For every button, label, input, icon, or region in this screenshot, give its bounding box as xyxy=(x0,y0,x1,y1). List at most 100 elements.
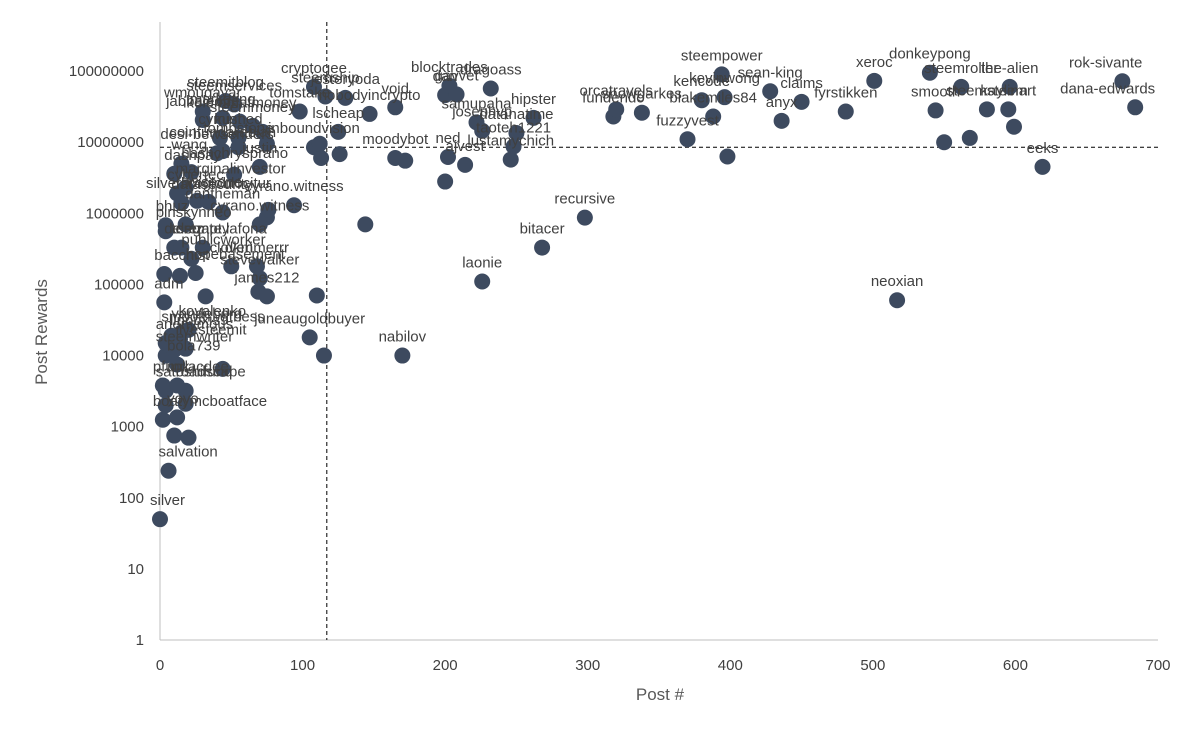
data-point xyxy=(437,173,454,190)
point-label: rok-sivante xyxy=(1069,54,1142,71)
point-label: claims xyxy=(780,75,823,92)
point-label: cryptogee xyxy=(281,60,347,77)
point-label: pfunk xyxy=(153,358,190,375)
data-point xyxy=(308,287,325,304)
y-tick-label: 100 xyxy=(119,490,144,507)
point-label: smooth xyxy=(911,83,960,100)
point-label: vandeberg xyxy=(171,306,242,323)
point-label: datanatime xyxy=(479,106,553,123)
data-point xyxy=(1006,118,1023,135)
data-points xyxy=(152,64,1144,528)
data-point xyxy=(200,193,217,210)
point-label: bacchist xyxy=(154,247,210,264)
point-label: blocktrades xyxy=(411,59,488,76)
data-point xyxy=(180,429,197,446)
data-point xyxy=(214,143,231,160)
point-label: linouxis9 xyxy=(170,312,228,329)
point-label: coinfundarabian xyxy=(169,124,276,141)
reference-lines xyxy=(160,22,1158,640)
data-point xyxy=(169,409,186,426)
point-label: marketing xyxy=(190,91,256,108)
data-point xyxy=(1001,78,1018,95)
data-point xyxy=(166,427,183,444)
point-label: snowgarkes xyxy=(602,86,682,103)
data-point xyxy=(705,108,722,125)
x-tick-label: 500 xyxy=(860,657,885,674)
data-point xyxy=(177,179,194,196)
data-point xyxy=(154,411,171,428)
point-label: anyx xyxy=(766,94,798,111)
point-label: donkeypong xyxy=(889,46,971,63)
point-label: dana-edwards xyxy=(1060,80,1155,97)
data-point xyxy=(1127,99,1144,116)
y-axis-title: Post Rewards xyxy=(32,279,51,385)
data-point xyxy=(357,216,374,233)
y-tick-label: 10 xyxy=(127,561,144,578)
data-point xyxy=(716,89,733,106)
point-label: crempty xyxy=(176,221,230,238)
data-point xyxy=(177,395,194,412)
data-point xyxy=(387,99,404,116)
x-tick-label: 0 xyxy=(156,657,164,674)
point-label: steemroller xyxy=(924,60,998,77)
point-label: inboundvision xyxy=(268,120,360,137)
data-point xyxy=(315,347,332,364)
point-label: nobodyincrypto xyxy=(319,87,421,104)
point-label: bhuz xyxy=(156,198,189,215)
data-point xyxy=(474,122,491,139)
point-label: wmougayar xyxy=(163,85,242,102)
data-point xyxy=(157,217,174,234)
point-label: adm xyxy=(154,275,183,292)
point-label: wiseone xyxy=(186,174,242,191)
data-point xyxy=(226,166,243,183)
point-label: lustamychich xyxy=(467,133,554,150)
data-point xyxy=(927,102,944,119)
point-label: tombstone xyxy=(203,120,273,137)
y-tick-label: 100000 xyxy=(94,276,144,293)
data-point xyxy=(177,216,194,233)
point-label: silverbrogloblocitur xyxy=(146,175,271,192)
point-label: justin xyxy=(241,140,277,157)
point-label: kaylinart xyxy=(980,82,1037,99)
data-point xyxy=(258,288,275,305)
data-point xyxy=(286,197,303,214)
data-point xyxy=(337,89,354,106)
point-label: dkmmerrr xyxy=(225,239,289,256)
axes-layer: 0 100 200 300 400 500 600 700 1 10 100 1000 10000 100… xyxy=(69,22,1171,674)
data-point xyxy=(244,117,261,134)
data-point xyxy=(305,78,322,95)
point-label: silver xyxy=(150,492,185,509)
data-point xyxy=(156,266,173,283)
data-point xyxy=(331,146,348,163)
y-tick-label: 1 xyxy=(136,632,144,649)
point-label: juneaugoldbuyer xyxy=(253,310,365,327)
point-label: cymint xyxy=(198,111,242,128)
data-point xyxy=(156,294,173,311)
point-label: josephvp xyxy=(451,104,512,121)
data-point xyxy=(508,124,525,141)
point-label: anonymous xyxy=(156,316,234,333)
y-tick-label: 1000000 xyxy=(86,205,144,222)
data-point xyxy=(397,152,414,169)
point-label: kevinwong xyxy=(689,70,760,87)
point-label: fuzzyvest xyxy=(656,112,719,129)
data-point xyxy=(230,139,247,156)
x-tick-label: 400 xyxy=(718,657,743,674)
data-point xyxy=(183,250,200,267)
y-tick-label: 10000000 xyxy=(77,134,144,151)
point-label: smooth.witness xyxy=(161,309,264,326)
point-label: xeroc xyxy=(856,54,893,71)
point-label: wang xyxy=(170,137,207,154)
point-label: sean-king xyxy=(738,64,803,81)
point-label: steemwriter xyxy=(156,329,234,346)
point-label: publicworker xyxy=(181,232,265,249)
data-point xyxy=(311,135,328,152)
point-label: testz xyxy=(171,221,203,238)
y-tick-label: 10000 xyxy=(102,348,144,365)
point-label: cyrano.witness xyxy=(244,178,343,195)
data-point xyxy=(793,93,810,110)
data-point xyxy=(152,511,168,528)
data-point xyxy=(291,103,308,120)
